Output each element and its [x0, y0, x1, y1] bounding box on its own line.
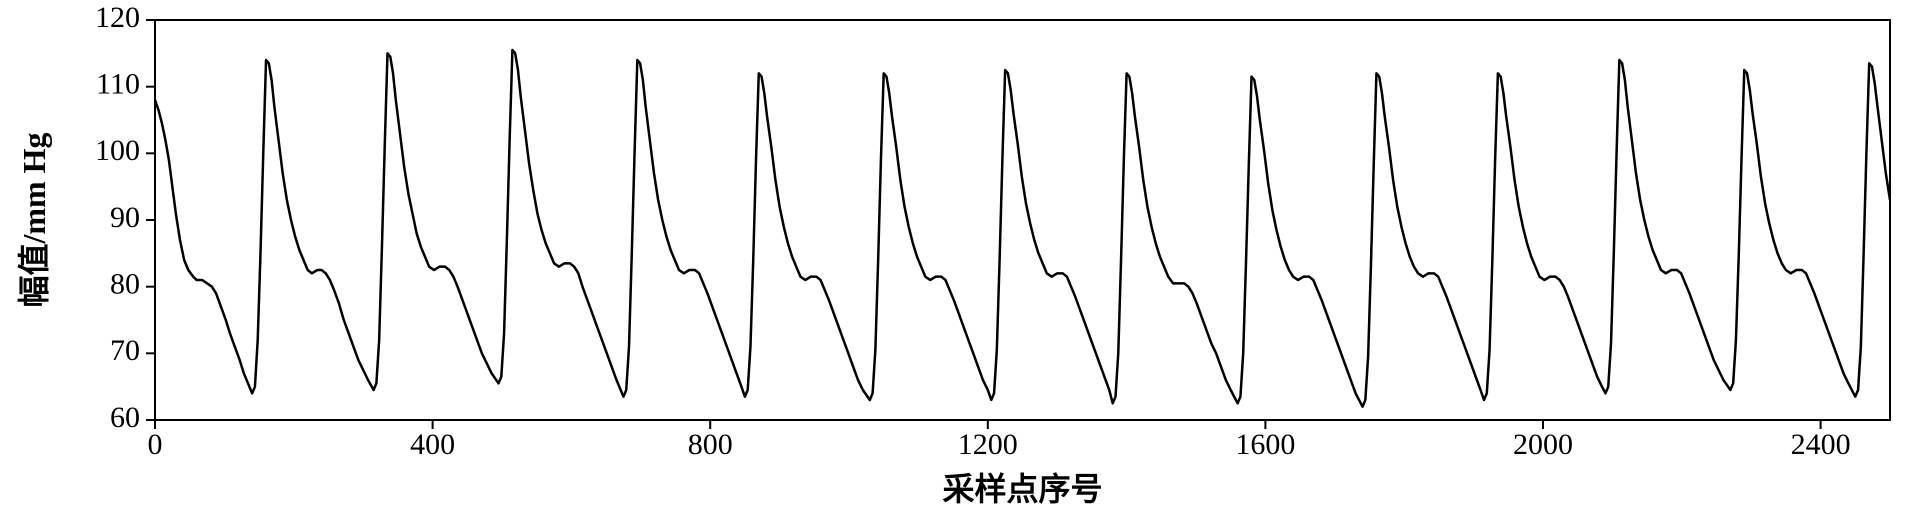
y-tick-label: 120 — [95, 1, 140, 34]
y-tick-label: 110 — [96, 68, 140, 101]
plot-box — [155, 20, 1890, 420]
y-tick-label: 100 — [95, 134, 140, 167]
y-tick-label: 80 — [110, 268, 140, 301]
x-tick-label: 1200 — [958, 428, 1018, 461]
x-tick-label: 1600 — [1235, 428, 1295, 461]
x-tick-label: 400 — [410, 428, 455, 461]
y-tick-label: 70 — [110, 334, 140, 367]
chart-container: 6070809010011012004008001200160020002400… — [0, 0, 1930, 527]
y-tick-label: 60 — [110, 401, 140, 434]
x-tick-label: 0 — [148, 428, 163, 461]
y-tick-label: 90 — [110, 201, 140, 234]
waveform-line — [155, 50, 1890, 407]
y-axis-label: 幅值/mm Hg — [16, 132, 52, 307]
x-tick-label: 800 — [688, 428, 733, 461]
x-tick-label: 2000 — [1513, 428, 1573, 461]
waveform-chart: 6070809010011012004008001200160020002400… — [0, 0, 1930, 527]
x-axis-label: 采样点序号 — [942, 471, 1102, 507]
x-tick-label: 2400 — [1791, 428, 1851, 461]
